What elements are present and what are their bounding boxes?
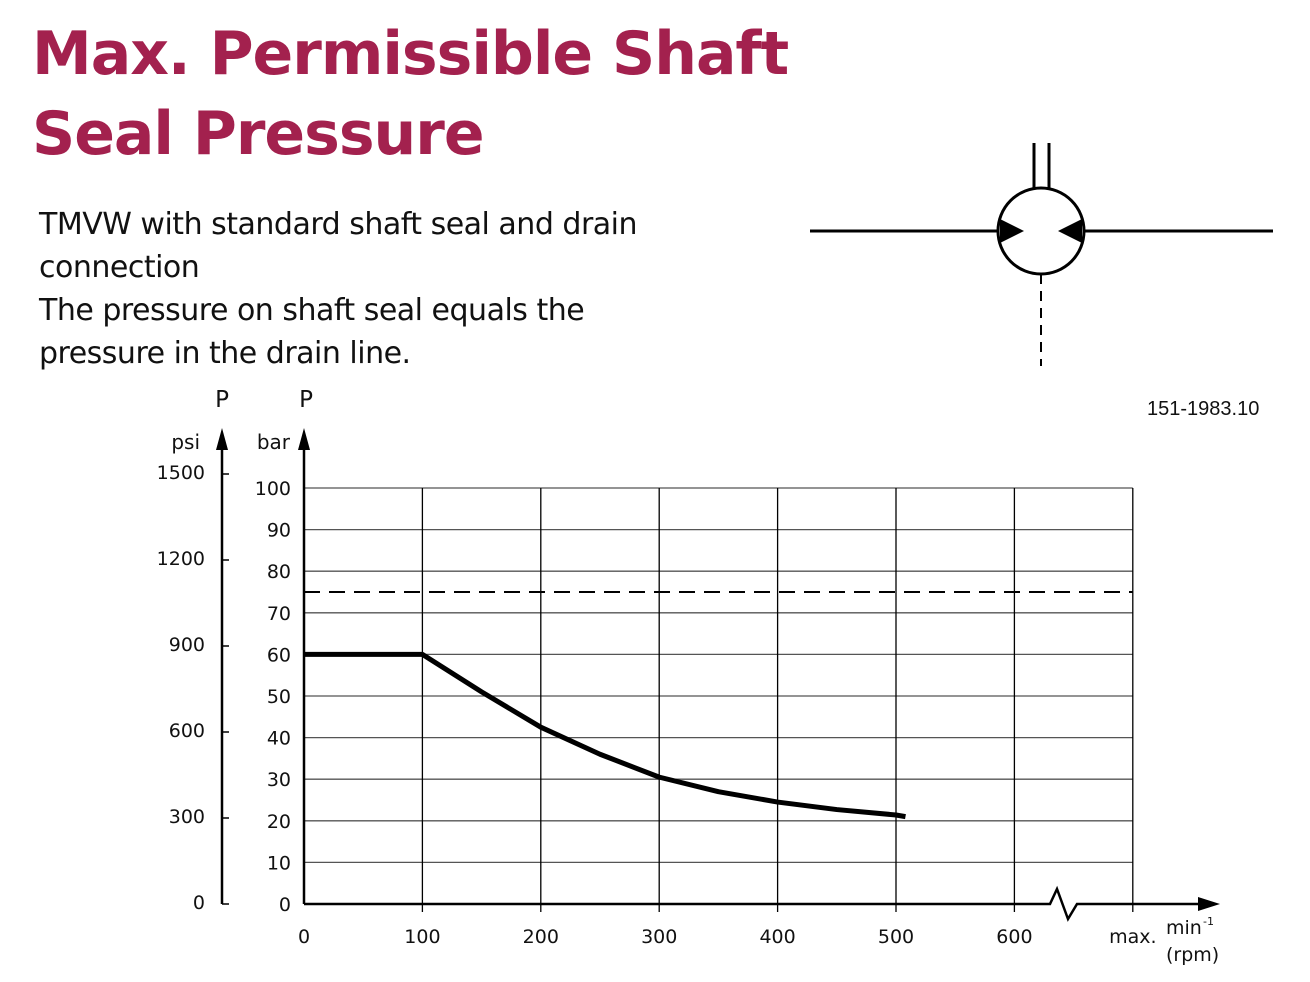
x-axis-unit-exponent: -1 bbox=[1203, 915, 1214, 928]
description-line: TMVW with standard shaft seal and drain bbox=[39, 207, 638, 242]
description-line: The pressure on shaft seal equals the bbox=[39, 293, 585, 328]
description-line: pressure in the drain line. bbox=[39, 336, 411, 371]
y-tick-label-bar: 100 bbox=[255, 478, 291, 500]
x-tick-label: 200 bbox=[523, 926, 559, 948]
y-tick-label-bar: 0 bbox=[279, 894, 291, 916]
description: TMVW with standard shaft seal and drain … bbox=[39, 203, 638, 375]
y-tick-label-psi: 300 bbox=[169, 806, 205, 828]
triangle-right-icon bbox=[1058, 219, 1082, 243]
x-axis-arrow-icon bbox=[1198, 897, 1220, 911]
y-tick-label-bar: 40 bbox=[267, 728, 291, 750]
x-tick-label: 100 bbox=[404, 926, 440, 948]
y-tick-label-bar: 10 bbox=[267, 852, 291, 874]
hydraulic-motor-symbol bbox=[810, 143, 1273, 366]
x-tick-label: 400 bbox=[759, 926, 795, 948]
x-tick-label: 300 bbox=[641, 926, 677, 948]
psi-axis-arrow-icon bbox=[216, 428, 228, 450]
y-tick-label-psi: 900 bbox=[169, 634, 205, 656]
bar-axis-unit: bar bbox=[257, 430, 291, 454]
page-title: Max. Permissible Shaft Seal Pressure bbox=[32, 14, 789, 174]
y-tick-label-bar: 20 bbox=[267, 811, 291, 833]
x-tick-label: max. bbox=[1109, 926, 1156, 948]
description-line: connection bbox=[39, 250, 200, 285]
pressure-curve bbox=[304, 651, 906, 820]
x-axis-unit: min bbox=[1166, 917, 1202, 939]
title-line-2: Seal Pressure bbox=[32, 99, 485, 169]
y-tick-label-bar: 30 bbox=[267, 769, 291, 791]
title-line-1: Max. Permissible Shaft bbox=[32, 19, 789, 89]
psi-axis-unit: psi bbox=[171, 430, 200, 454]
x-tick-label: 0 bbox=[298, 926, 310, 948]
y-tick-label-bar: 70 bbox=[267, 603, 291, 625]
bar-axis-symbol: P bbox=[299, 387, 313, 413]
x-tick-label: 600 bbox=[996, 926, 1032, 948]
bar-axis-arrow-icon bbox=[298, 428, 310, 450]
y-tick-label-psi: 1500 bbox=[157, 462, 205, 484]
x-axis-unit-rpm: (rpm) bbox=[1166, 944, 1219, 966]
y-tick-label-bar: 90 bbox=[267, 520, 291, 542]
y-tick-label-psi: 1200 bbox=[157, 548, 205, 570]
y-tick-label-bar: 60 bbox=[267, 644, 291, 666]
y-tick-label-bar: 50 bbox=[267, 686, 291, 708]
figure-code: 151-1983.10 bbox=[1147, 398, 1260, 420]
psi-axis-symbol: P bbox=[215, 387, 229, 413]
y-tick-label-bar: 80 bbox=[267, 561, 291, 583]
y-tick-label-psi: 0 bbox=[193, 892, 205, 914]
x-axis bbox=[304, 885, 1200, 922]
y-tick-label-psi: 600 bbox=[169, 720, 205, 742]
x-tick-label: 500 bbox=[878, 926, 914, 948]
triangle-left-icon bbox=[1000, 219, 1024, 243]
